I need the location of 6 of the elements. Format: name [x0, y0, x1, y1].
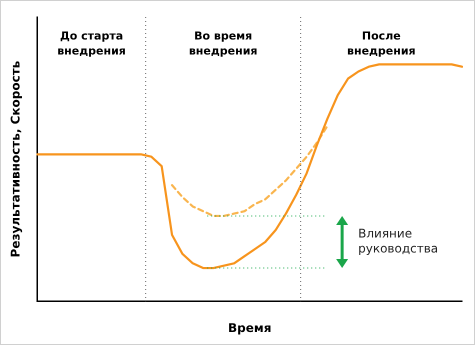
- y-axis-title: Результативность, Скорость: [8, 60, 22, 258]
- text: После внедрения: [347, 29, 416, 58]
- text: До старта внедрения: [57, 29, 126, 58]
- text: Во время внедрения: [188, 29, 258, 58]
- x-axis-title: Время: [228, 320, 272, 335]
- ref-line-label: Влияние руководства: [358, 226, 438, 256]
